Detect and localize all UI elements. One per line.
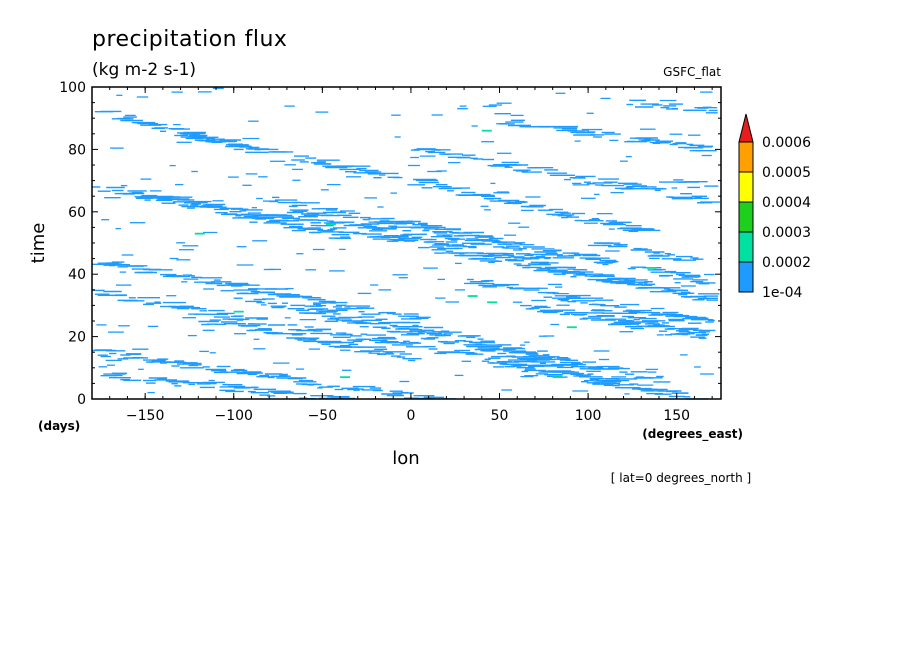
x-axis-title: lon xyxy=(392,448,419,469)
colorbar-segment xyxy=(738,171,754,203)
colorbar-label: 1e-04 xyxy=(762,285,802,301)
colorbar-segment xyxy=(738,141,754,173)
chart-title: precipitation flux xyxy=(92,27,287,52)
y-tick-label: 0 xyxy=(77,392,86,408)
colorbar-extend-triangle xyxy=(738,113,754,143)
colorbar-segment xyxy=(738,201,754,233)
y-units-label: (days) xyxy=(38,419,80,433)
y-tick-label: 40 xyxy=(68,267,86,283)
colorbar: 1e-04 0.0002 0.0003 0.0004 0.0005 0.0006 xyxy=(738,113,811,301)
x-tick-label: 100 xyxy=(575,408,602,424)
precip-band xyxy=(520,304,708,339)
precip-band xyxy=(481,358,708,400)
colorbar-label: 0.0002 xyxy=(762,255,811,271)
y-tick-label: 100 xyxy=(59,80,86,96)
x-axis-ticks: −150 −100 −50 0 50 100 150 xyxy=(109,87,713,424)
colorbar-segment xyxy=(738,231,754,263)
x-units-label: (degrees_east) xyxy=(642,427,743,442)
precip-band xyxy=(127,190,352,240)
precip-band xyxy=(659,179,719,189)
precip-band xyxy=(100,372,356,400)
plot-area: −150 −100 −50 0 50 100 150 0 20 40 60 80 100 xyxy=(59,80,722,424)
precip-band xyxy=(626,99,718,114)
precip-band xyxy=(180,131,661,233)
precip-band xyxy=(431,247,720,301)
precip-band xyxy=(381,217,716,285)
x-tick-label: −150 xyxy=(126,408,164,424)
precip-band xyxy=(464,278,715,324)
colorbar-segment xyxy=(738,261,754,293)
precip-band xyxy=(304,303,671,383)
x-tick-label: −100 xyxy=(215,408,253,424)
y-tick-label: 20 xyxy=(68,330,86,346)
x-tick-label: 150 xyxy=(663,408,690,424)
colorbar-label: 0.0006 xyxy=(762,135,811,151)
colorbar-label: 0.0003 xyxy=(762,225,811,241)
precip-band xyxy=(588,242,704,261)
x-tick-label: 50 xyxy=(491,408,509,424)
x-tick-label: −50 xyxy=(308,408,338,424)
chart-units: (kg m-2 s-1) xyxy=(92,60,196,80)
colorbar-label: 0.0005 xyxy=(762,165,811,181)
precip-band xyxy=(410,148,720,204)
precip-scatter xyxy=(96,87,715,399)
model-label: GSFC_flat xyxy=(663,65,721,79)
precip-band xyxy=(357,333,638,383)
colorbar-label: 0.0004 xyxy=(762,195,811,211)
precip-band xyxy=(92,349,457,400)
precip-band xyxy=(233,292,593,370)
y-tick-label: 80 xyxy=(68,142,86,158)
precip-band xyxy=(198,319,422,362)
precip-band xyxy=(92,261,429,320)
x-tick-label: 0 xyxy=(406,408,415,424)
y-axis-ticks: 0 20 40 60 80 100 xyxy=(59,80,721,408)
y-tick-label: 60 xyxy=(68,205,86,221)
precip-band xyxy=(499,119,717,152)
latitude-footnote: [ lat=0 degrees_north ] xyxy=(611,471,751,485)
y-axis-title: time xyxy=(28,223,49,264)
precipitation-dashes xyxy=(92,87,720,400)
